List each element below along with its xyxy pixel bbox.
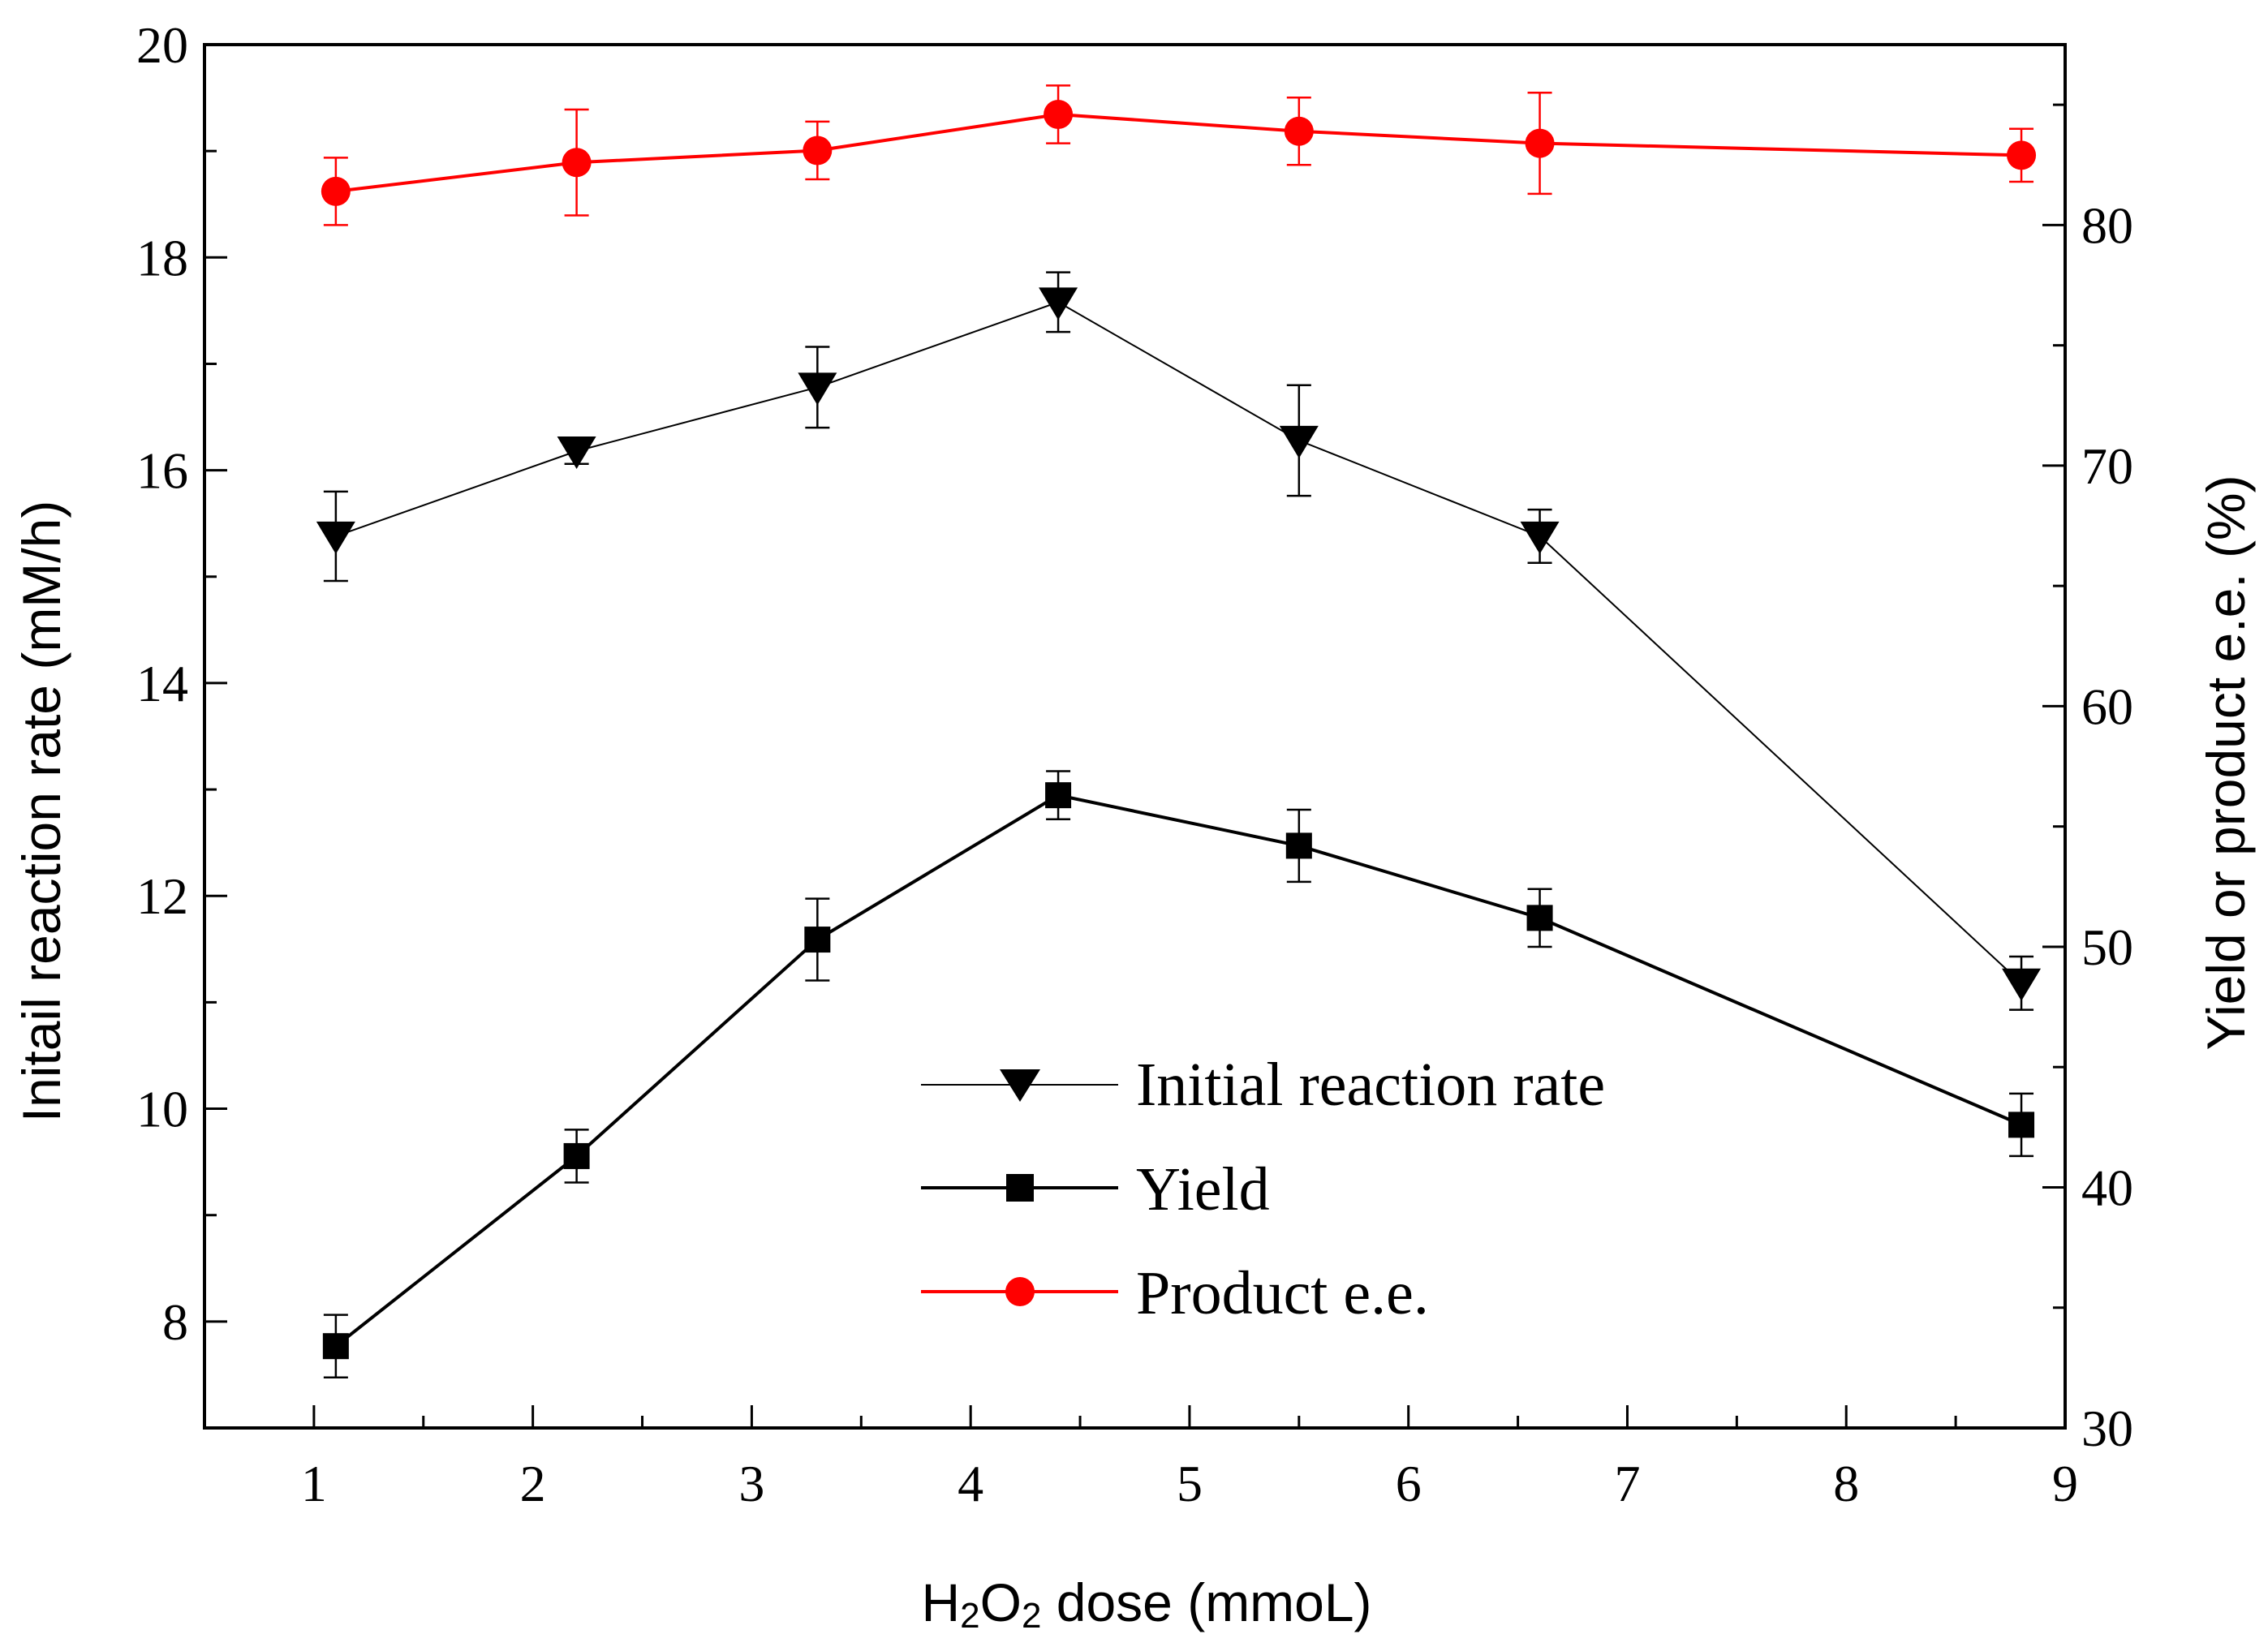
legend-square-marker [1006, 1174, 1034, 1202]
left-y-tick-label: 8 [162, 1293, 188, 1351]
x-tick-label: 7 [1614, 1455, 1640, 1512]
right-y-tick-label: 50 [2081, 918, 2133, 976]
legend-entry-initial-rate: Initial reaction rate [921, 1051, 1605, 1119]
data-point [1044, 99, 1074, 129]
svg-text:Product e.e.: Product e.e. [1136, 1259, 1429, 1327]
x-tick-label: 4 [958, 1455, 983, 1512]
legend: Initial reaction rate Yield Product e.e. [921, 1051, 1605, 1327]
series-layer [316, 84, 2042, 1378]
legend-triangle-marker [1000, 1069, 1040, 1102]
data-point [2007, 140, 2037, 170]
right-y-tick-label: 70 [2081, 437, 2133, 495]
left-y-axis-ticks: 8 10 12 14 16 18 20 [136, 16, 227, 1430]
x-tick-label: 1 [301, 1455, 327, 1512]
x-tick-label: 5 [1177, 1455, 1203, 1512]
series-product-e-e [321, 84, 2037, 226]
data-point [798, 372, 837, 406]
data-point [1279, 425, 1319, 458]
series-line [335, 112, 2022, 193]
data-point [1045, 782, 1072, 809]
right-y-tick-label: 30 [2081, 1400, 2133, 1457]
data-point [563, 1142, 590, 1169]
x-tick-label: 2 [520, 1455, 546, 1512]
data-point [1284, 116, 1314, 146]
data-point [321, 176, 351, 206]
data-point [803, 135, 833, 166]
x-tick-label: 3 [738, 1455, 764, 1512]
left-y-tick-label: 14 [136, 655, 188, 712]
svg-text:Yield: Yield [1136, 1155, 1270, 1223]
svg-text:Initial reaction rate: Initial reaction rate [1136, 1051, 1605, 1119]
legend-entry-yield: Yield [921, 1155, 1270, 1223]
data-point [804, 927, 831, 953]
left-y-tick-label: 18 [136, 229, 188, 286]
plot-frame [203, 43, 2067, 1430]
right-y-tick-label: 60 [2081, 677, 2133, 735]
data-point [557, 436, 596, 470]
series-line [335, 301, 2022, 984]
left-y-tick-label: 10 [136, 1081, 188, 1138]
data-point [1285, 832, 1312, 859]
data-point [2002, 968, 2042, 1001]
data-point [1526, 905, 1553, 931]
x-tick-label: 9 [2052, 1455, 2078, 1512]
data-point [1520, 521, 1560, 554]
right-y-tick-label: 40 [2081, 1159, 2133, 1216]
legend-entry-product-ee: Product e.e. [921, 1259, 1429, 1327]
data-point [316, 521, 355, 554]
left-y-tick-label: 16 [136, 442, 188, 500]
left-y-tick-label: 20 [136, 16, 188, 74]
x-tick-label: 8 [1833, 1455, 1859, 1512]
data-point [2008, 1112, 2035, 1138]
data-point [1039, 287, 1078, 320]
data-point [322, 1333, 349, 1360]
x-axis-ticks: 1 2 3 4 5 6 7 8 9 [301, 1405, 2078, 1512]
data-point [562, 148, 592, 178]
left-y-axis-title: Initail reaction rate (mM/h) [11, 501, 71, 1123]
right-y-axis-ticks: 30 40 50 60 70 80 [2042, 103, 2133, 1457]
legend-circle-marker [1005, 1277, 1035, 1306]
series-initial-reaction-rate [316, 271, 2042, 1011]
x-tick-label: 6 [1396, 1455, 1422, 1512]
data-point [1525, 128, 1555, 158]
left-y-tick-label: 12 [136, 867, 188, 925]
x-axis-title: H2O2 dose (mmoL) [921, 1572, 1371, 1636]
right-y-tick-label: 80 [2081, 196, 2133, 254]
right-y-axis-title: Yield or product e.e. (%) [2196, 475, 2256, 1050]
series-yield [322, 770, 2035, 1378]
